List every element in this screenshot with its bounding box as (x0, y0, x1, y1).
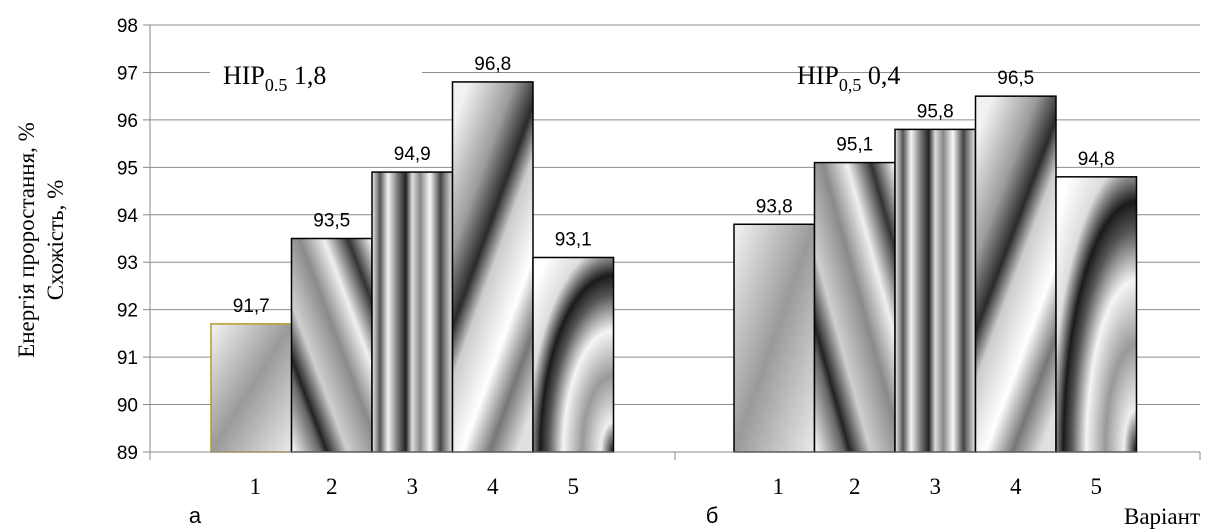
bar-б-4 (974, 95, 1057, 453)
category-label: 5 (568, 474, 580, 499)
annotations: НІР0.5 1,8 НІР0,5 0,4 (223, 61, 900, 95)
bar-б-1 (733, 223, 816, 453)
y-tick-label: 89 (117, 443, 138, 464)
category-label: 1 (250, 474, 262, 499)
y-tick-label: 90 (117, 396, 138, 417)
y-tick-label: 97 (117, 63, 138, 84)
y-axis-label-line2: Схожість, % (43, 180, 68, 301)
data-label: 91,7 (233, 296, 270, 317)
y-tick-labels: 89 90 91 92 93 94 95 96 97 98 (117, 16, 150, 464)
category-label: 4 (1010, 474, 1022, 499)
bars (210, 81, 1138, 453)
y-axis-label-line1: Енергія проростання, % (14, 122, 39, 358)
data-label: 95,8 (917, 101, 954, 122)
lsd-subscript: 0.5 (265, 75, 288, 95)
bar-а-2 (290, 237, 373, 453)
x-axis-label: Варіант (1124, 504, 1200, 529)
category-label: 3 (407, 474, 419, 499)
data-label: 94,9 (394, 144, 431, 165)
y-tick-label: 94 (117, 206, 139, 227)
group-label: а (189, 503, 202, 528)
bar-б-2 (813, 161, 896, 453)
y-tick-label: 98 (117, 16, 138, 37)
category-label: 4 (487, 474, 499, 499)
group-label: б (706, 503, 719, 528)
y-tick-label: 92 (117, 301, 138, 322)
bar-а-3 (371, 171, 454, 453)
y-tick-label: 91 (117, 348, 138, 369)
data-label: 95,1 (836, 135, 873, 156)
bar-а-4 (451, 81, 534, 453)
labels: 91,7 1 93,5 2 94,9 3 96,8 4 93,1 5 а 93,8 1 95,1 2 95,8… (189, 54, 1115, 528)
data-label: 93,1 (555, 229, 592, 250)
bar-б-5 (1055, 176, 1138, 453)
y-tick-label: 93 (117, 253, 138, 274)
category-label: 1 (773, 474, 785, 499)
lsd-prefix: НІР (223, 61, 265, 90)
lsd-annotation: НІР0.5 1,8 (223, 61, 326, 95)
data-label: 96,8 (474, 54, 511, 75)
lsd-prefix: НІР (797, 61, 839, 90)
category-label: 3 (930, 474, 942, 499)
bar-а-1 (210, 323, 293, 453)
bar-б-3 (894, 128, 977, 453)
lsd-value: 0,4 (861, 61, 900, 90)
category-label: 2 (326, 474, 338, 499)
category-label: 5 (1091, 474, 1103, 499)
data-label: 93,8 (756, 196, 793, 217)
data-label: 93,5 (313, 211, 350, 232)
data-label: 96,5 (997, 68, 1034, 89)
bar-а-5 (532, 256, 615, 453)
y-tick-label: 96 (117, 111, 138, 132)
lsd-annotation: НІР0,5 0,4 (797, 61, 900, 95)
category-label: 2 (849, 474, 861, 499)
y-tick-label: 95 (117, 158, 138, 179)
lsd-value: 1,8 (287, 61, 326, 90)
data-label: 94,8 (1078, 149, 1115, 170)
lsd-subscript: 0,5 (839, 75, 862, 95)
